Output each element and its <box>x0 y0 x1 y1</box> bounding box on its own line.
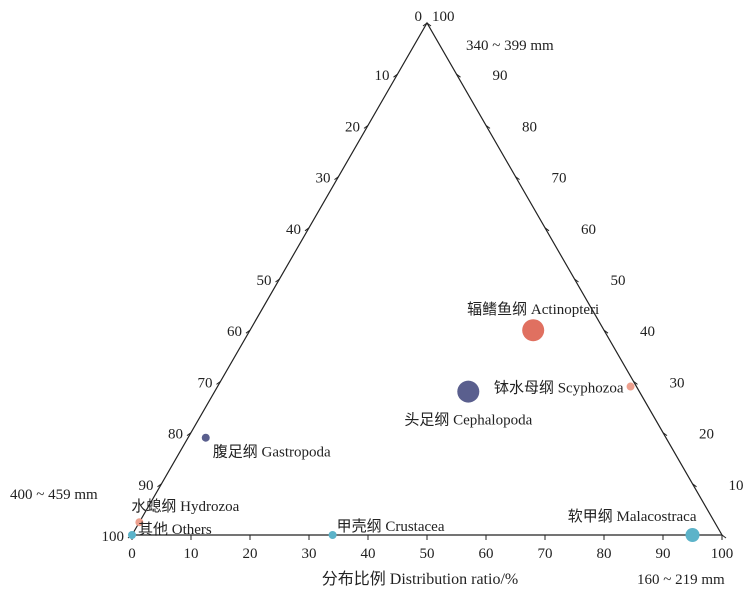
left-tick-label: 20 <box>345 119 360 135</box>
point-label: 腹足纲 Gastropoda <box>213 444 331 461</box>
right-tick-mark <box>692 483 697 488</box>
data-point <box>457 380 480 403</box>
right-tick-mark <box>633 380 638 385</box>
point-label: 软甲纲 Malacostraca <box>568 508 697 525</box>
top-corner-label: 340 ~ 399 mm <box>466 38 554 54</box>
left-tick-mark <box>157 483 162 488</box>
right-tick-mark <box>662 432 668 437</box>
left-tick-label: 10 <box>375 68 390 84</box>
bottom-tick-label: 90 <box>656 546 671 562</box>
axis-title: 分布比例 Distribution ratio/% <box>322 570 518 588</box>
bottom-tick-label: 10 <box>184 546 199 562</box>
right-tick-label: 40 <box>640 324 655 340</box>
bottom-axis-ticks: 0 10 20 30 40 50 60 70 80 90 100 <box>128 535 733 562</box>
data-point <box>685 528 700 542</box>
right-tick-label: 90 <box>493 68 508 84</box>
bottom-tick-label: 60 <box>479 546 494 562</box>
point-label: 水螅纲 Hydrozoa <box>131 498 239 515</box>
bottom-tick-label: 100 <box>711 546 734 562</box>
right-tick-label: 100 <box>432 9 455 25</box>
left-tick-mark <box>393 73 398 78</box>
data-points: 辐鳍鱼纲 Actinopteri 头足纲 Cephalopoda 钵水母纲 Scyp… <box>128 300 700 542</box>
point-label: 头足纲 Cephalopoda <box>404 412 532 429</box>
left-tick-label: 0 <box>415 9 423 25</box>
point-label: 甲壳纲 Crustacea <box>337 518 445 535</box>
bottom-tick-label: 80 <box>597 546 612 562</box>
left-tick-label: 100 <box>102 529 125 545</box>
right-tick-mark <box>544 227 550 232</box>
left-tick-mark <box>363 125 369 129</box>
right-corner-label: 160 ~ 219 mm <box>637 572 725 588</box>
right-axis-ticks: 1009080706050403020100 <box>426 9 744 539</box>
bottom-tick-label: 50 <box>420 546 435 562</box>
right-tick-label: 80 <box>522 119 537 135</box>
data-point <box>522 319 545 342</box>
left-tick-label: 40 <box>286 222 301 238</box>
point-label: 钵水母纲 Scyphozoa <box>494 380 624 397</box>
right-tick-label: 20 <box>699 427 714 443</box>
left-tick-label: 50 <box>257 273 272 289</box>
right-tick-label: 60 <box>581 222 596 238</box>
left-tick-label: 80 <box>168 427 183 443</box>
data-point <box>201 433 210 442</box>
left-tick-label: 90 <box>139 478 154 494</box>
left-tick-mark <box>186 432 192 437</box>
left-tick-mark <box>275 278 280 283</box>
bottom-tick-label: 70 <box>538 546 553 562</box>
bottom-tick-label: 0 <box>128 546 136 562</box>
left-corner-label: 400 ~ 459 mm <box>10 487 98 503</box>
right-tick-label: 30 <box>670 375 685 391</box>
data-point <box>135 518 144 527</box>
right-tick-mark <box>515 176 520 181</box>
left-axis-ticks: 0 10 20 30 40 50 60 70 80 90 100 <box>102 9 428 545</box>
left-tick-mark <box>422 22 428 27</box>
right-tick-label: 10 <box>729 478 744 494</box>
point-label: 其他 Others <box>138 521 212 538</box>
data-point <box>626 382 635 391</box>
left-tick-label: 30 <box>316 171 331 187</box>
point-label: 辐鳍鱼纲 Actinopteri <box>467 300 599 318</box>
data-point <box>128 531 136 539</box>
left-tick-label: 70 <box>198 375 213 391</box>
data-point <box>328 531 337 539</box>
left-tick-mark <box>304 227 310 232</box>
left-tick-mark <box>334 176 339 181</box>
right-tick-mark <box>456 73 461 78</box>
right-tick-mark <box>426 22 432 27</box>
right-tick-label: 50 <box>611 273 626 289</box>
right-tick-label: 70 <box>552 171 567 187</box>
bottom-tick-label: 20 <box>243 546 258 562</box>
right-tick-mark <box>603 329 609 334</box>
right-tick-mark <box>574 278 579 283</box>
right-tick-mark <box>721 534 727 539</box>
bottom-tick-label: 30 <box>302 546 317 562</box>
left-tick-mark <box>245 329 251 334</box>
bottom-tick-label: 40 <box>361 546 376 562</box>
left-tick-mark <box>216 380 221 385</box>
right-tick-mark <box>485 125 491 129</box>
left-tick-label: 60 <box>227 324 242 340</box>
